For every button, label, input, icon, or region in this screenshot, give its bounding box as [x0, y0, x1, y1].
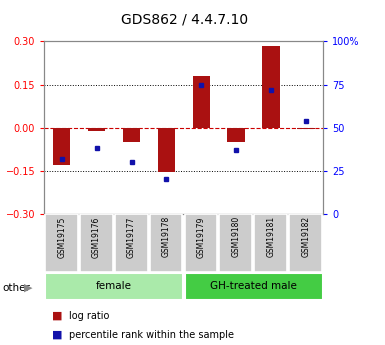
Bar — [80, 215, 113, 272]
Bar — [297, 128, 315, 129]
Bar — [289, 215, 322, 272]
Text: GSM19179: GSM19179 — [197, 216, 206, 258]
Bar — [184, 215, 217, 272]
Text: GSM19181: GSM19181 — [266, 216, 276, 257]
Bar — [53, 128, 70, 165]
Bar — [158, 128, 175, 172]
Text: percentile rank within the sample: percentile rank within the sample — [69, 330, 234, 339]
Bar — [45, 273, 183, 299]
Text: GH-treated male: GH-treated male — [210, 282, 297, 291]
Text: ■: ■ — [52, 311, 62, 321]
Text: GSM19175: GSM19175 — [57, 216, 66, 258]
Text: GSM19180: GSM19180 — [232, 216, 241, 257]
Text: other: other — [2, 283, 30, 293]
Text: GSM19176: GSM19176 — [92, 216, 101, 258]
Text: GSM19182: GSM19182 — [301, 216, 310, 257]
Bar — [254, 215, 287, 272]
Bar — [45, 215, 78, 272]
Bar — [192, 76, 210, 128]
Text: ▶: ▶ — [24, 283, 32, 293]
Text: GSM19178: GSM19178 — [162, 216, 171, 257]
Text: ■: ■ — [52, 330, 62, 339]
Text: GSM19177: GSM19177 — [127, 216, 136, 258]
Bar — [88, 128, 105, 131]
Bar — [228, 128, 245, 142]
Bar — [150, 215, 182, 272]
Bar — [184, 273, 323, 299]
Bar — [123, 128, 140, 142]
Text: GDS862 / 4.4.7.10: GDS862 / 4.4.7.10 — [121, 12, 248, 26]
Bar — [115, 215, 147, 272]
Bar — [262, 46, 280, 128]
Text: log ratio: log ratio — [69, 311, 110, 321]
Text: female: female — [96, 282, 132, 291]
Bar — [219, 215, 252, 272]
